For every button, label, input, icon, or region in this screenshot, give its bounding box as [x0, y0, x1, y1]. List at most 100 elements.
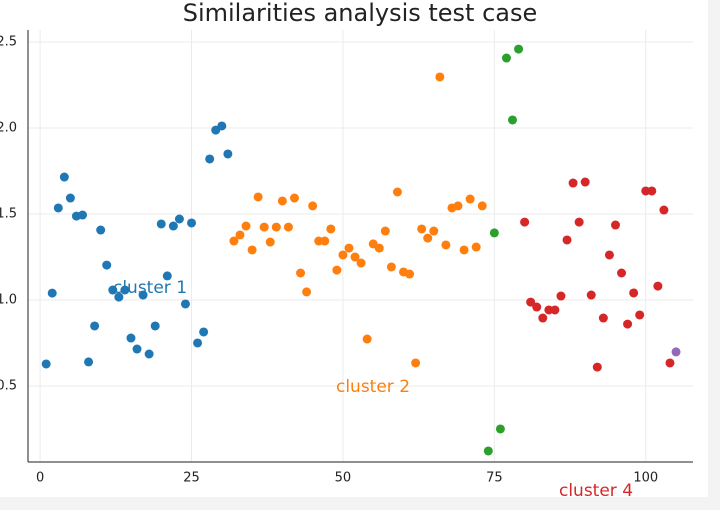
- point: [241, 221, 251, 231]
- point: [453, 201, 463, 211]
- point: [495, 424, 505, 434]
- point: [550, 305, 560, 315]
- point: [598, 313, 608, 323]
- point: [671, 347, 681, 357]
- point: [423, 233, 433, 243]
- bottom-strip: [0, 497, 720, 510]
- point: [205, 154, 215, 164]
- point: [150, 321, 160, 331]
- x-tick-label: 0: [36, 471, 44, 486]
- point: [338, 250, 348, 260]
- point: [102, 260, 112, 270]
- point: [120, 285, 130, 295]
- point: [156, 219, 166, 229]
- point: [138, 290, 148, 300]
- point: [296, 268, 306, 278]
- point: [538, 313, 548, 323]
- point: [344, 243, 354, 253]
- point: [592, 362, 602, 372]
- y-tick-label: 2.5: [0, 35, 17, 50]
- point: [277, 196, 287, 206]
- point: [623, 319, 633, 329]
- point: [629, 288, 639, 298]
- point: [574, 217, 584, 227]
- point: [193, 338, 203, 348]
- point: [380, 226, 390, 236]
- point: [477, 201, 487, 211]
- x-tick-label: 75: [486, 471, 503, 486]
- point: [514, 44, 524, 54]
- y-tick-label: 0.5: [0, 378, 17, 393]
- point: [229, 236, 239, 246]
- point: [374, 243, 384, 253]
- point: [144, 349, 154, 359]
- point: [635, 310, 645, 320]
- point: [568, 178, 578, 188]
- point: [53, 203, 63, 213]
- point: [217, 121, 227, 131]
- x-tick-label: 50: [335, 471, 352, 486]
- point: [253, 192, 263, 202]
- point: [174, 214, 184, 224]
- point: [259, 222, 269, 232]
- point: [265, 237, 275, 247]
- point: [562, 235, 572, 245]
- point: [65, 193, 75, 203]
- point: [308, 201, 318, 211]
- point: [435, 72, 445, 82]
- point: [90, 321, 100, 331]
- point: [271, 222, 281, 232]
- point: [501, 53, 511, 63]
- point: [356, 258, 366, 268]
- point: [126, 333, 136, 343]
- point: [489, 228, 499, 238]
- right-strip: [708, 0, 720, 510]
- point: [532, 302, 542, 312]
- point: [617, 268, 627, 278]
- point: [586, 290, 596, 300]
- point: [429, 226, 439, 236]
- point: [132, 344, 142, 354]
- point: [235, 230, 245, 240]
- point: [332, 265, 342, 275]
- annotation: cluster 2: [336, 377, 410, 397]
- point: [350, 252, 360, 262]
- y-tick-label: 1.0: [0, 293, 17, 308]
- point: [604, 250, 614, 260]
- point: [84, 357, 94, 367]
- point: [289, 193, 299, 203]
- y-tick-label: 1.5: [0, 207, 17, 222]
- chart-title: Similarities analysis test case: [183, 0, 538, 27]
- point: [180, 299, 190, 309]
- point: [247, 245, 257, 255]
- point: [483, 446, 493, 456]
- point: [114, 292, 124, 302]
- point: [302, 287, 312, 297]
- x-tick-label: 25: [183, 471, 200, 486]
- point: [386, 262, 396, 272]
- point: [392, 187, 402, 197]
- point: [647, 186, 657, 196]
- point: [41, 359, 51, 369]
- point: [162, 271, 172, 281]
- point: [441, 240, 451, 250]
- point: [526, 297, 536, 307]
- point: [665, 358, 675, 368]
- point: [465, 194, 475, 204]
- point: [417, 224, 427, 234]
- point: [96, 225, 106, 235]
- annotation: cluster 1: [113, 278, 187, 298]
- point: [320, 236, 330, 246]
- point: [411, 358, 421, 368]
- point: [59, 172, 69, 182]
- point: [471, 242, 481, 252]
- point: [199, 327, 209, 337]
- annotation: cluster 4: [559, 481, 633, 501]
- x-tick-label: 100: [633, 471, 658, 486]
- point: [187, 218, 197, 228]
- point: [283, 222, 293, 232]
- y-tick-label: 2.0: [0, 121, 17, 136]
- point: [610, 220, 620, 230]
